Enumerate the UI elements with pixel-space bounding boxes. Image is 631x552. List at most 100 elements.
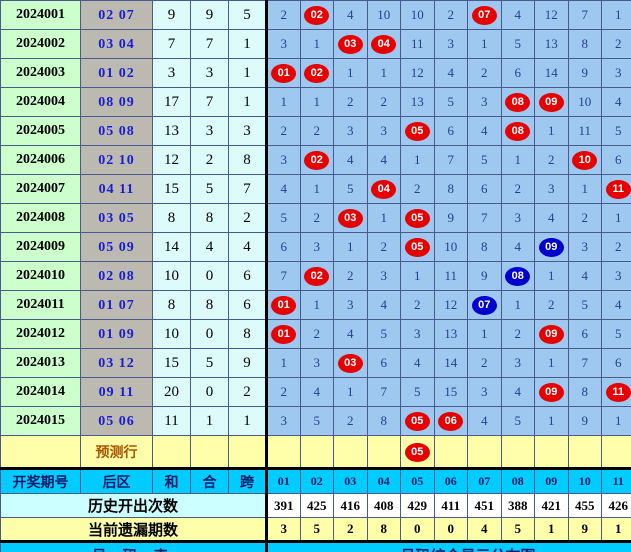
cell-value: 3 <box>548 181 555 196</box>
number-cell: 2 <box>265 116 301 146</box>
number-cell: 08 <box>500 87 535 117</box>
cell-value: 4 <box>481 123 488 138</box>
header-number-05: 05 <box>400 467 435 494</box>
prediction-issue-blank <box>0 435 81 469</box>
ball-marker-red: 09 <box>538 382 564 402</box>
cell-value: 10 <box>410 7 424 22</box>
cell-value: 1 <box>615 210 622 225</box>
ball-marker-red: 03 <box>337 34 363 54</box>
number-cell: 05 <box>400 203 435 233</box>
number-cell: 2 <box>299 116 334 146</box>
cell-value: 1 <box>615 7 622 22</box>
cell-value: 1 <box>548 123 555 138</box>
cell-value: 4 <box>514 384 522 399</box>
number-cell: 02 <box>299 58 334 88</box>
number-cell: 4 <box>500 232 535 262</box>
cell-value: 5 <box>347 181 354 196</box>
header-number-10: 10 <box>567 467 602 494</box>
cell-value: 1 <box>347 239 354 254</box>
ball-marker-red: 05 <box>404 442 430 462</box>
cell-value: 3 <box>447 36 455 51</box>
number-cell: 9 <box>467 261 502 291</box>
back-area-numbers: 01 09 <box>80 319 153 349</box>
number-cell: 8 <box>467 232 502 262</box>
back-area-numbers: 02 07 <box>80 0 153 30</box>
number-cell: 01 <box>265 58 301 88</box>
number-cell: 1 <box>601 0 631 30</box>
number-cell: 3 <box>467 377 502 407</box>
ball-marker-red: 02 <box>304 266 330 286</box>
number-cell: 2 <box>500 174 535 204</box>
composite-value: 3 <box>190 116 229 146</box>
history-count-value: 425 <box>299 493 334 518</box>
number-cell: 5 <box>467 145 502 175</box>
cell-value: 2 <box>615 36 622 51</box>
number-cell: 5 <box>400 377 435 407</box>
number-cell: 6 <box>433 116 468 146</box>
history-count-value: 411 <box>433 493 468 518</box>
number-cell: 1 <box>299 174 334 204</box>
span-value: 9 <box>228 348 267 378</box>
sum-value: 3 <box>152 58 191 88</box>
cell-value: 4 <box>514 7 522 22</box>
history-count-value: 391 <box>265 493 301 518</box>
span-value: 6 <box>228 261 267 291</box>
cell-value: 4 <box>380 297 388 312</box>
cell-value: 4 <box>347 326 354 341</box>
number-cell: 02 <box>299 0 334 30</box>
prediction-span-blank <box>228 435 267 469</box>
sum-value: 8 <box>152 203 191 233</box>
ball-marker-red: 06 <box>438 411 464 431</box>
cell-value: 6 <box>380 355 388 370</box>
current-miss-label: 当前遗漏期数 <box>0 517 267 542</box>
ball-marker-red: 04 <box>371 179 397 199</box>
number-cell: 5 <box>567 290 602 320</box>
sum-value: 17 <box>152 87 191 117</box>
ball-marker-red: 09 <box>538 92 564 112</box>
number-cell: 12 <box>534 0 569 30</box>
cell-value: 3 <box>280 36 288 51</box>
number-cell: 13 <box>534 29 569 59</box>
number-cell: 2 <box>400 174 435 204</box>
cell-value: 8 <box>481 239 488 254</box>
back-area-numbers: 03 04 <box>80 29 153 59</box>
cell-value: 11 <box>410 36 424 51</box>
number-cell: 11 <box>400 29 435 59</box>
number-cell: 3 <box>299 348 334 378</box>
cell-value: 9 <box>481 268 488 283</box>
cell-value: 2 <box>447 7 455 22</box>
ball-marker-red: 02 <box>304 5 330 25</box>
current-miss-value: 0 <box>433 517 468 542</box>
back-area-numbers: 05 08 <box>80 116 153 146</box>
number-cell: 1 <box>500 145 535 175</box>
back-area-numbers: 02 10 <box>80 145 153 175</box>
issue-number: 2024010 <box>0 261 81 291</box>
prediction-cell: 05 <box>400 435 435 469</box>
number-cell: 1 <box>400 261 435 291</box>
number-cell: 3 <box>534 174 569 204</box>
number-cell: 3 <box>265 145 301 175</box>
cell-value: 4 <box>615 297 622 312</box>
number-cell: 6 <box>567 319 602 349</box>
sum-value: 14 <box>152 232 191 262</box>
cell-value: 12 <box>410 65 424 80</box>
number-cell: 1 <box>333 377 368 407</box>
number-cell: 5 <box>265 203 301 233</box>
back-area-numbers: 03 12 <box>80 348 153 378</box>
number-cell: 2 <box>433 0 468 30</box>
number-cell: 4 <box>333 319 368 349</box>
cell-value: 4 <box>380 152 388 167</box>
back-area-numbers: 04 11 <box>80 174 153 204</box>
issue-number: 2024012 <box>0 319 81 349</box>
cell-value: 4 <box>581 268 589 283</box>
sum-value: 12 <box>152 145 191 175</box>
composite-value: 4 <box>190 232 229 262</box>
ball-marker-red: 08 <box>505 92 531 112</box>
ball-marker-red: 03 <box>337 208 363 228</box>
